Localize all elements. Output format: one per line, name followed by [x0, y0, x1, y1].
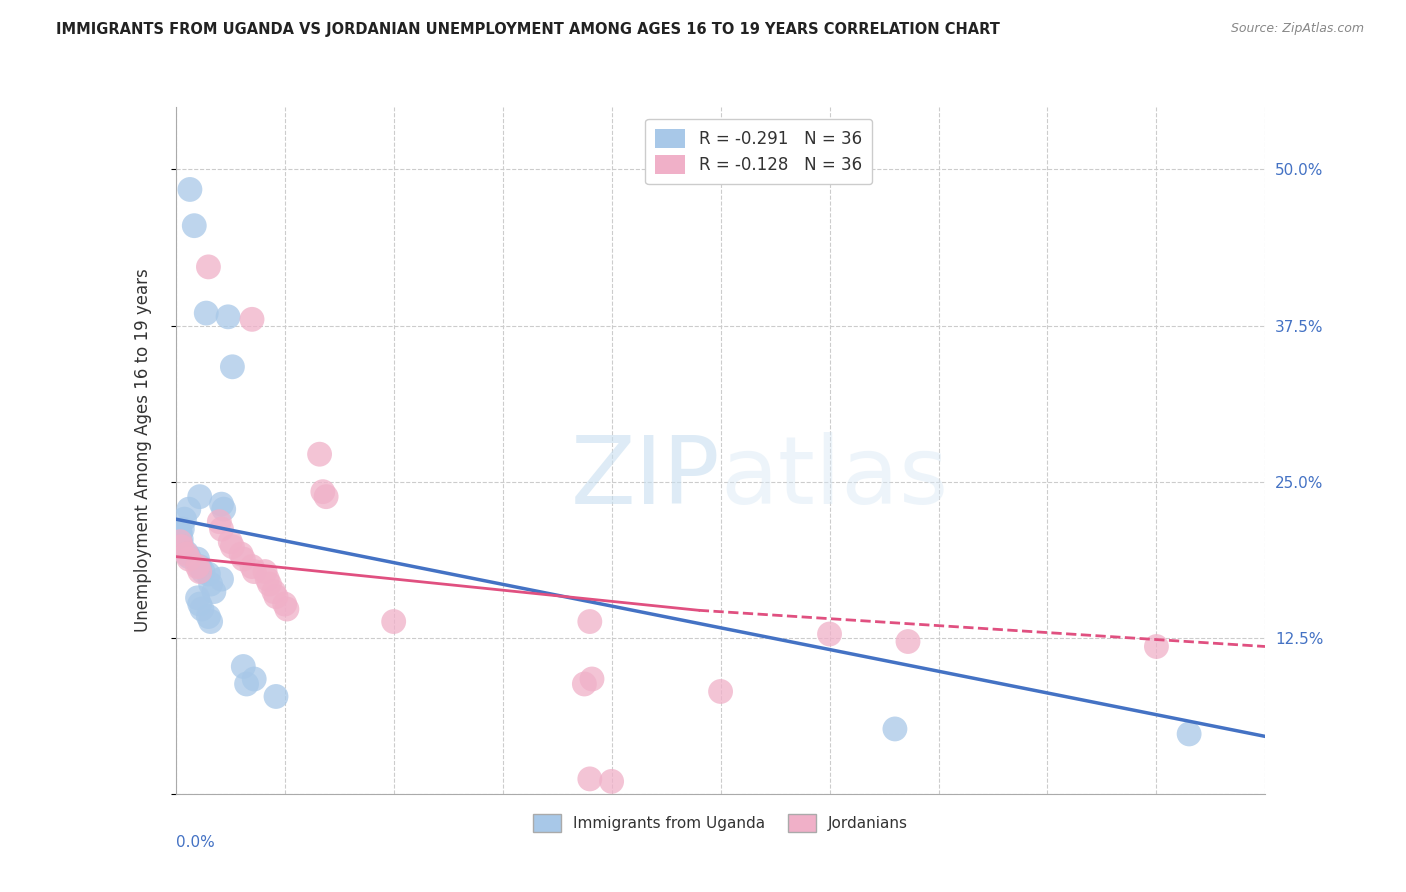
Point	[179, 182, 201, 196]
Point	[170, 540, 193, 554]
Point	[884, 722, 907, 736]
Point	[170, 532, 193, 546]
Point	[710, 684, 733, 698]
Point	[188, 490, 211, 504]
Point	[232, 659, 254, 673]
Point	[191, 565, 214, 579]
Point	[221, 359, 243, 374]
Point	[264, 590, 287, 604]
Legend: Immigrants from Uganda, Jordanians: Immigrants from Uganda, Jordanians	[527, 808, 914, 838]
Point	[186, 559, 209, 574]
Point	[256, 572, 278, 586]
Point	[217, 310, 239, 324]
Point	[308, 447, 330, 461]
Point	[211, 572, 233, 586]
Point	[197, 260, 219, 274]
Point	[176, 547, 198, 561]
Point	[177, 549, 200, 564]
Point	[1144, 640, 1167, 654]
Text: atlas: atlas	[721, 432, 949, 524]
Point	[200, 615, 222, 629]
Point	[197, 567, 219, 582]
Point	[235, 677, 257, 691]
Point	[232, 552, 254, 566]
Point	[169, 527, 191, 541]
Point	[195, 306, 218, 320]
Point	[897, 634, 920, 648]
Point	[315, 490, 337, 504]
Text: Source: ZipAtlas.com: Source: ZipAtlas.com	[1230, 22, 1364, 36]
Point	[191, 602, 214, 616]
Point	[200, 577, 222, 591]
Point	[312, 484, 335, 499]
Point	[211, 522, 233, 536]
Point	[1178, 727, 1201, 741]
Point	[382, 615, 405, 629]
Point	[188, 559, 211, 574]
Point	[202, 584, 225, 599]
Text: ZIP: ZIP	[571, 432, 721, 524]
Point	[259, 577, 281, 591]
Point	[818, 627, 841, 641]
Point	[173, 512, 195, 526]
Point	[172, 522, 194, 536]
Point	[581, 672, 603, 686]
Point	[243, 565, 266, 579]
Point	[177, 552, 200, 566]
Point	[197, 609, 219, 624]
Point	[188, 597, 211, 611]
Y-axis label: Unemployment Among Ages 16 to 19 years: Unemployment Among Ages 16 to 19 years	[134, 268, 152, 632]
Point	[231, 547, 253, 561]
Point	[211, 497, 233, 511]
Point	[243, 672, 266, 686]
Point	[169, 524, 191, 539]
Point	[212, 502, 235, 516]
Point	[170, 542, 193, 557]
Point	[183, 219, 205, 233]
Point	[254, 565, 277, 579]
Point	[186, 552, 209, 566]
Point	[274, 597, 297, 611]
Point	[219, 534, 242, 549]
Point	[177, 502, 200, 516]
Point	[579, 615, 602, 629]
Point	[276, 602, 298, 616]
Point	[264, 690, 287, 704]
Point	[240, 559, 263, 574]
Point	[188, 565, 211, 579]
Point	[186, 591, 209, 605]
Text: 0.0%: 0.0%	[176, 835, 215, 850]
Point	[170, 537, 193, 551]
Point	[263, 584, 285, 599]
Point	[240, 312, 263, 326]
Point	[221, 540, 243, 554]
Point	[579, 772, 602, 786]
Point	[169, 534, 191, 549]
Point	[574, 677, 596, 691]
Point	[208, 515, 231, 529]
Text: IMMIGRANTS FROM UGANDA VS JORDANIAN UNEMPLOYMENT AMONG AGES 16 TO 19 YEARS CORRE: IMMIGRANTS FROM UGANDA VS JORDANIAN UNEM…	[56, 22, 1000, 37]
Point	[176, 546, 198, 560]
Point	[600, 774, 623, 789]
